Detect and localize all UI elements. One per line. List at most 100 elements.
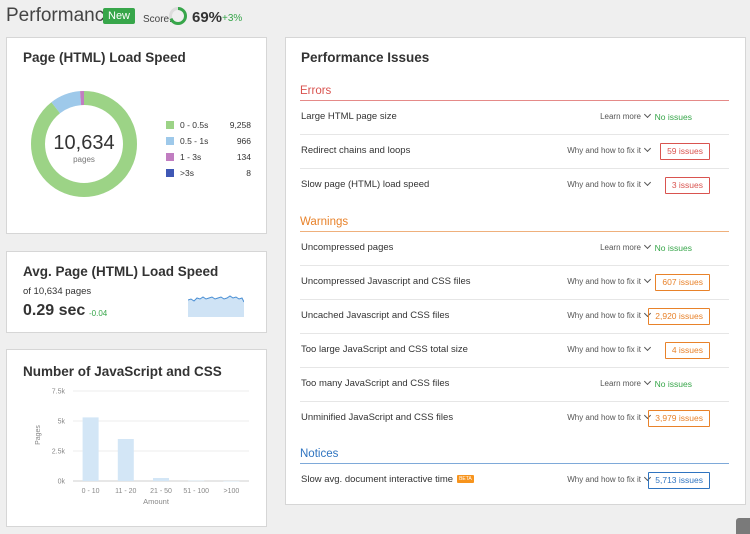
load-speed-donut[interactable]: 10,634 pages xyxy=(29,89,139,199)
issue-row: Slow avg. document interactive time BETA … xyxy=(300,464,729,498)
js-css-xlabel: Amount xyxy=(143,497,170,506)
load-speed-card: Page (HTML) Load Speed 10,634 pages 0 - … xyxy=(6,37,267,234)
why-how-fix-link[interactable]: Why and how to fix it xyxy=(567,178,652,189)
x-tick-label: >100 xyxy=(224,488,240,495)
new-badge: New xyxy=(103,8,136,24)
y-tick-label: 0k xyxy=(58,479,66,486)
issue-row: Slow page (HTML) load speed Why and how … xyxy=(300,169,729,203)
page-header: Performance New Score: 69% +3% xyxy=(0,0,750,32)
load-speed-title: Page (HTML) Load Speed xyxy=(23,50,186,65)
chevron-down-icon xyxy=(643,343,652,352)
issue-name: Slow page (HTML) load speed xyxy=(301,179,430,190)
why-how-fix-link[interactable]: Why and how to fix it xyxy=(567,144,652,155)
legend-value: 134 xyxy=(236,152,251,162)
donut-total-unit: pages xyxy=(73,155,95,164)
why-how-fix-link[interactable]: Why and how to fix it xyxy=(567,275,652,286)
js-css-title: Number of JavaScript and CSS xyxy=(23,364,222,379)
avg-load-speed-card: Avg. Page (HTML) Load Speed of 10,634 pa… xyxy=(6,251,267,333)
performance-issues-card: Performance Issues Errors Large HTML pag… xyxy=(285,37,746,505)
js-css-bar-chart: 0k 2.5k 5k 7.5k 0 - 10 11 - 20 21 - 50 51 - 10… xyxy=(35,389,249,506)
issue-row: Uncompressed pages Learn more No issues xyxy=(300,232,729,266)
issue-count-button[interactable]: 59 issues xyxy=(660,143,710,160)
avg-load-speed-delta: -0.04 xyxy=(89,309,108,318)
js-css-card: Number of JavaScript and CSS 0k 2.5k 5k 7.5… xyxy=(6,349,267,527)
issue-count-button[interactable]: 3,979 issues xyxy=(648,410,710,427)
issue-name: Uncompressed Javascript and CSS files xyxy=(301,276,471,287)
issue-row: Uncompressed Javascript and CSS files Wh… xyxy=(300,266,729,300)
issue-count: No issues xyxy=(654,379,692,389)
issue-name: Uncached Javascript and CSS files xyxy=(301,310,450,321)
issue-count-button[interactable]: 3 issues xyxy=(664,177,710,194)
bar-0[interactable] xyxy=(82,417,99,481)
legend-swatch xyxy=(166,137,174,145)
why-how-fix-link[interactable]: Why and how to fix it xyxy=(567,343,652,354)
load-speed-legend: 0 - 0.5s 9,258 0.5 - 1s 966 1 - 3s 134 >… xyxy=(166,119,251,183)
issue-name: Unminified JavaScript and CSS files xyxy=(301,412,454,423)
bar-3[interactable] xyxy=(188,480,205,482)
x-tick-label: 11 - 20 xyxy=(115,488,136,495)
section-warnings-heading: Warnings xyxy=(300,216,729,232)
bar-1[interactable] xyxy=(117,439,134,481)
issue-row: Too many JavaScript and CSS files Learn … xyxy=(300,368,729,402)
issue-count-button[interactable]: 2,920 issues xyxy=(648,308,710,325)
score-delta: +3% xyxy=(222,13,243,24)
legend-label: 0 - 0.5s xyxy=(180,120,209,130)
chat-widget-button[interactable] xyxy=(736,518,750,534)
bar-4[interactable] xyxy=(223,480,240,482)
issue-count-button[interactable]: 607 issues xyxy=(655,274,710,291)
issue-name: Slow avg. document interactive time BETA xyxy=(301,474,474,485)
issue-count: No issues xyxy=(654,243,692,253)
legend-label: >3s xyxy=(180,168,194,178)
learn-more-link[interactable]: Learn more xyxy=(600,110,652,121)
issue-row: Unminified JavaScript and CSS files Why … xyxy=(300,402,729,436)
avg-load-speed-sparkline[interactable] xyxy=(188,293,244,317)
issue-count-button[interactable]: 4 issues xyxy=(664,342,710,359)
issue-name: Redirect chains and loops xyxy=(301,145,411,156)
why-how-fix-link[interactable]: Why and how to fix it xyxy=(567,473,652,484)
issue-count-button[interactable]: 5,713 issues xyxy=(648,472,710,489)
section-notices-heading: Notices xyxy=(300,448,729,464)
score-ring-icon xyxy=(169,7,187,25)
issue-row: Uncached Javascript and CSS files Why an… xyxy=(300,300,729,334)
chevron-down-icon xyxy=(643,275,652,284)
score-label: Score: xyxy=(143,14,172,25)
issue-name: Uncompressed pages xyxy=(301,242,394,253)
y-tick-label: 7.5k xyxy=(52,389,66,396)
y-tick-label: 2.5k xyxy=(52,449,66,456)
legend-item[interactable]: 0 - 0.5s 9,258 xyxy=(166,119,251,135)
js-css-ylabel: Pages xyxy=(35,425,42,445)
legend-value: 9,258 xyxy=(229,120,251,130)
donut-total: 10,634 xyxy=(53,132,114,154)
issue-count: No issues xyxy=(654,112,692,122)
x-tick-label: 21 - 50 xyxy=(150,488,172,495)
issue-row: Too large JavaScript and CSS total size … xyxy=(300,334,729,368)
why-how-fix-link[interactable]: Why and how to fix it xyxy=(567,309,652,320)
learn-more-link[interactable]: Learn more xyxy=(600,241,652,252)
legend-swatch xyxy=(166,169,174,177)
chevron-down-icon xyxy=(643,178,652,187)
legend-item[interactable]: 0.5 - 1s 966 xyxy=(166,135,251,151)
avg-load-speed-value: 0.29 sec xyxy=(23,302,86,319)
beta-badge: BETA xyxy=(457,475,474,483)
issue-row: Redirect chains and loops Why and how to… xyxy=(300,135,729,169)
legend-item[interactable]: 1 - 3s 134 xyxy=(166,151,251,167)
x-tick-label: 51 - 100 xyxy=(183,488,209,495)
legend-value: 8 xyxy=(246,168,251,178)
legend-swatch xyxy=(166,153,174,161)
bar-2[interactable] xyxy=(153,478,169,481)
section-errors-heading: Errors xyxy=(300,85,729,101)
y-tick-label: 5k xyxy=(58,419,66,426)
legend-item[interactable]: >3s 8 xyxy=(166,167,251,183)
issue-row: Large HTML page size Learn more No issue… xyxy=(300,101,729,135)
why-how-fix-link[interactable]: Why and how to fix it xyxy=(567,411,652,422)
donut-slice-2[interactable] xyxy=(31,91,137,197)
issue-name: Too many JavaScript and CSS files xyxy=(301,378,450,389)
issue-name: Too large JavaScript and CSS total size xyxy=(301,344,468,355)
avg-load-speed-subtitle: of 10,634 pages xyxy=(23,286,92,297)
avg-load-speed-title: Avg. Page (HTML) Load Speed xyxy=(23,264,219,279)
chevron-down-icon xyxy=(643,144,652,153)
performance-issues-title: Performance Issues xyxy=(301,50,430,65)
page-title: Performance xyxy=(6,5,115,26)
legend-value: 966 xyxy=(236,136,251,146)
learn-more-link[interactable]: Learn more xyxy=(600,377,652,388)
